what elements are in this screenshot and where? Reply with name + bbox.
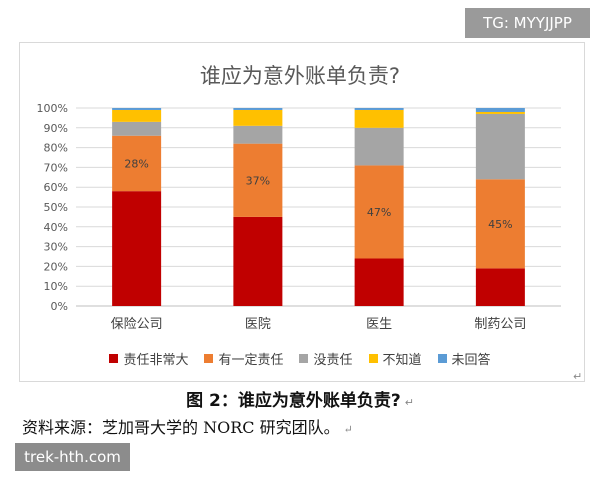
bar-segment [354, 127, 404, 166]
bar-segment [475, 179, 525, 269]
data-label: 45% [246, 255, 270, 268]
figure-caption-text: 图 2：谁应为意外账单负责? [186, 391, 401, 411]
bar-segment [233, 108, 283, 110]
data-label: 47% [367, 206, 391, 219]
legend-item: 有一定责任 [204, 349, 283, 368]
y-tick-label: 50% [44, 201, 68, 214]
y-tick-label: 60% [44, 181, 68, 194]
figure-caption: 图 2：谁应为意外账单负责? ↵ [0, 386, 600, 411]
legend-item: 不知道 [368, 349, 422, 368]
legend-item: 没责任 [299, 349, 353, 368]
x-tick-label: 医院 [245, 317, 271, 332]
bar-segment [354, 165, 404, 259]
x-tick-label: 医生 [366, 317, 392, 332]
y-tick-label: 40% [44, 221, 68, 234]
legend-swatch [437, 354, 447, 363]
y-tick-label: 100% [37, 102, 68, 115]
y-tick-label: 10% [44, 280, 68, 293]
bar-segment [233, 125, 283, 144]
legend-swatch [368, 354, 378, 363]
bar-segment [354, 108, 404, 110]
data-label: 45% [488, 218, 512, 231]
bar-segment [475, 108, 525, 112]
bar-segment [112, 109, 162, 122]
data-label: 28% [124, 157, 148, 170]
bar-segment [233, 216, 283, 306]
legend-label: 有一定责任 [218, 353, 284, 368]
legend-swatch [299, 354, 309, 363]
bar-segment [354, 109, 404, 128]
legend-swatch [109, 354, 119, 363]
y-tick-label: 90% [44, 122, 68, 135]
source-text: 资料来源：芝加哥大学的 NORC 研究团队。 [22, 418, 340, 437]
y-tick-label: 0% [51, 300, 68, 313]
legend-item: 责任非常大 [109, 349, 188, 368]
chart-title: 谁应为意外账单负责? [199, 64, 401, 88]
legend-label: 责任非常大 [123, 353, 189, 368]
paragraph-mark: ↵ [343, 423, 353, 436]
legend-item: 未回答 [437, 349, 491, 368]
bar-segment [233, 109, 283, 126]
bar-segment [112, 108, 162, 110]
paragraph-mark: ↵ [404, 396, 414, 409]
data-label: 37% [246, 174, 270, 187]
bar-segment [475, 268, 525, 306]
y-tick-label: 70% [44, 161, 68, 174]
paragraph-mark: ↵ [573, 370, 583, 383]
bar-segment [475, 111, 525, 114]
bar-segment [112, 135, 162, 192]
y-tick-label: 30% [44, 241, 68, 254]
tag-badge: TG: MYYJJPP [465, 8, 590, 38]
x-tick-label: 保险公司 [111, 317, 163, 332]
x-tick-label: 制药公司 [474, 317, 526, 332]
legend-label: 不知道 [382, 353, 422, 368]
legend-label: 没责任 [313, 353, 353, 368]
bar-segment [233, 143, 283, 217]
data-label: 19% [488, 281, 512, 294]
data-label: 24% [367, 276, 391, 289]
y-tick-label: 80% [44, 142, 68, 155]
watermark-badge: trek-hth.com [15, 443, 130, 471]
bar-segment [112, 121, 162, 136]
legend-swatch [204, 354, 214, 363]
data-label: 58% [124, 243, 148, 256]
chart-legend: 责任非常大 有一定责任 没责任 不知道 未回答 [0, 349, 600, 368]
legend-label: 未回答 [451, 353, 491, 368]
source-note: 资料来源：芝加哥大学的 NORC 研究团队。 ↵ [22, 414, 353, 438]
bar-segment [475, 113, 525, 180]
y-tick-label: 20% [44, 260, 68, 273]
bar-segment [112, 191, 162, 306]
bar-segment [354, 258, 404, 306]
